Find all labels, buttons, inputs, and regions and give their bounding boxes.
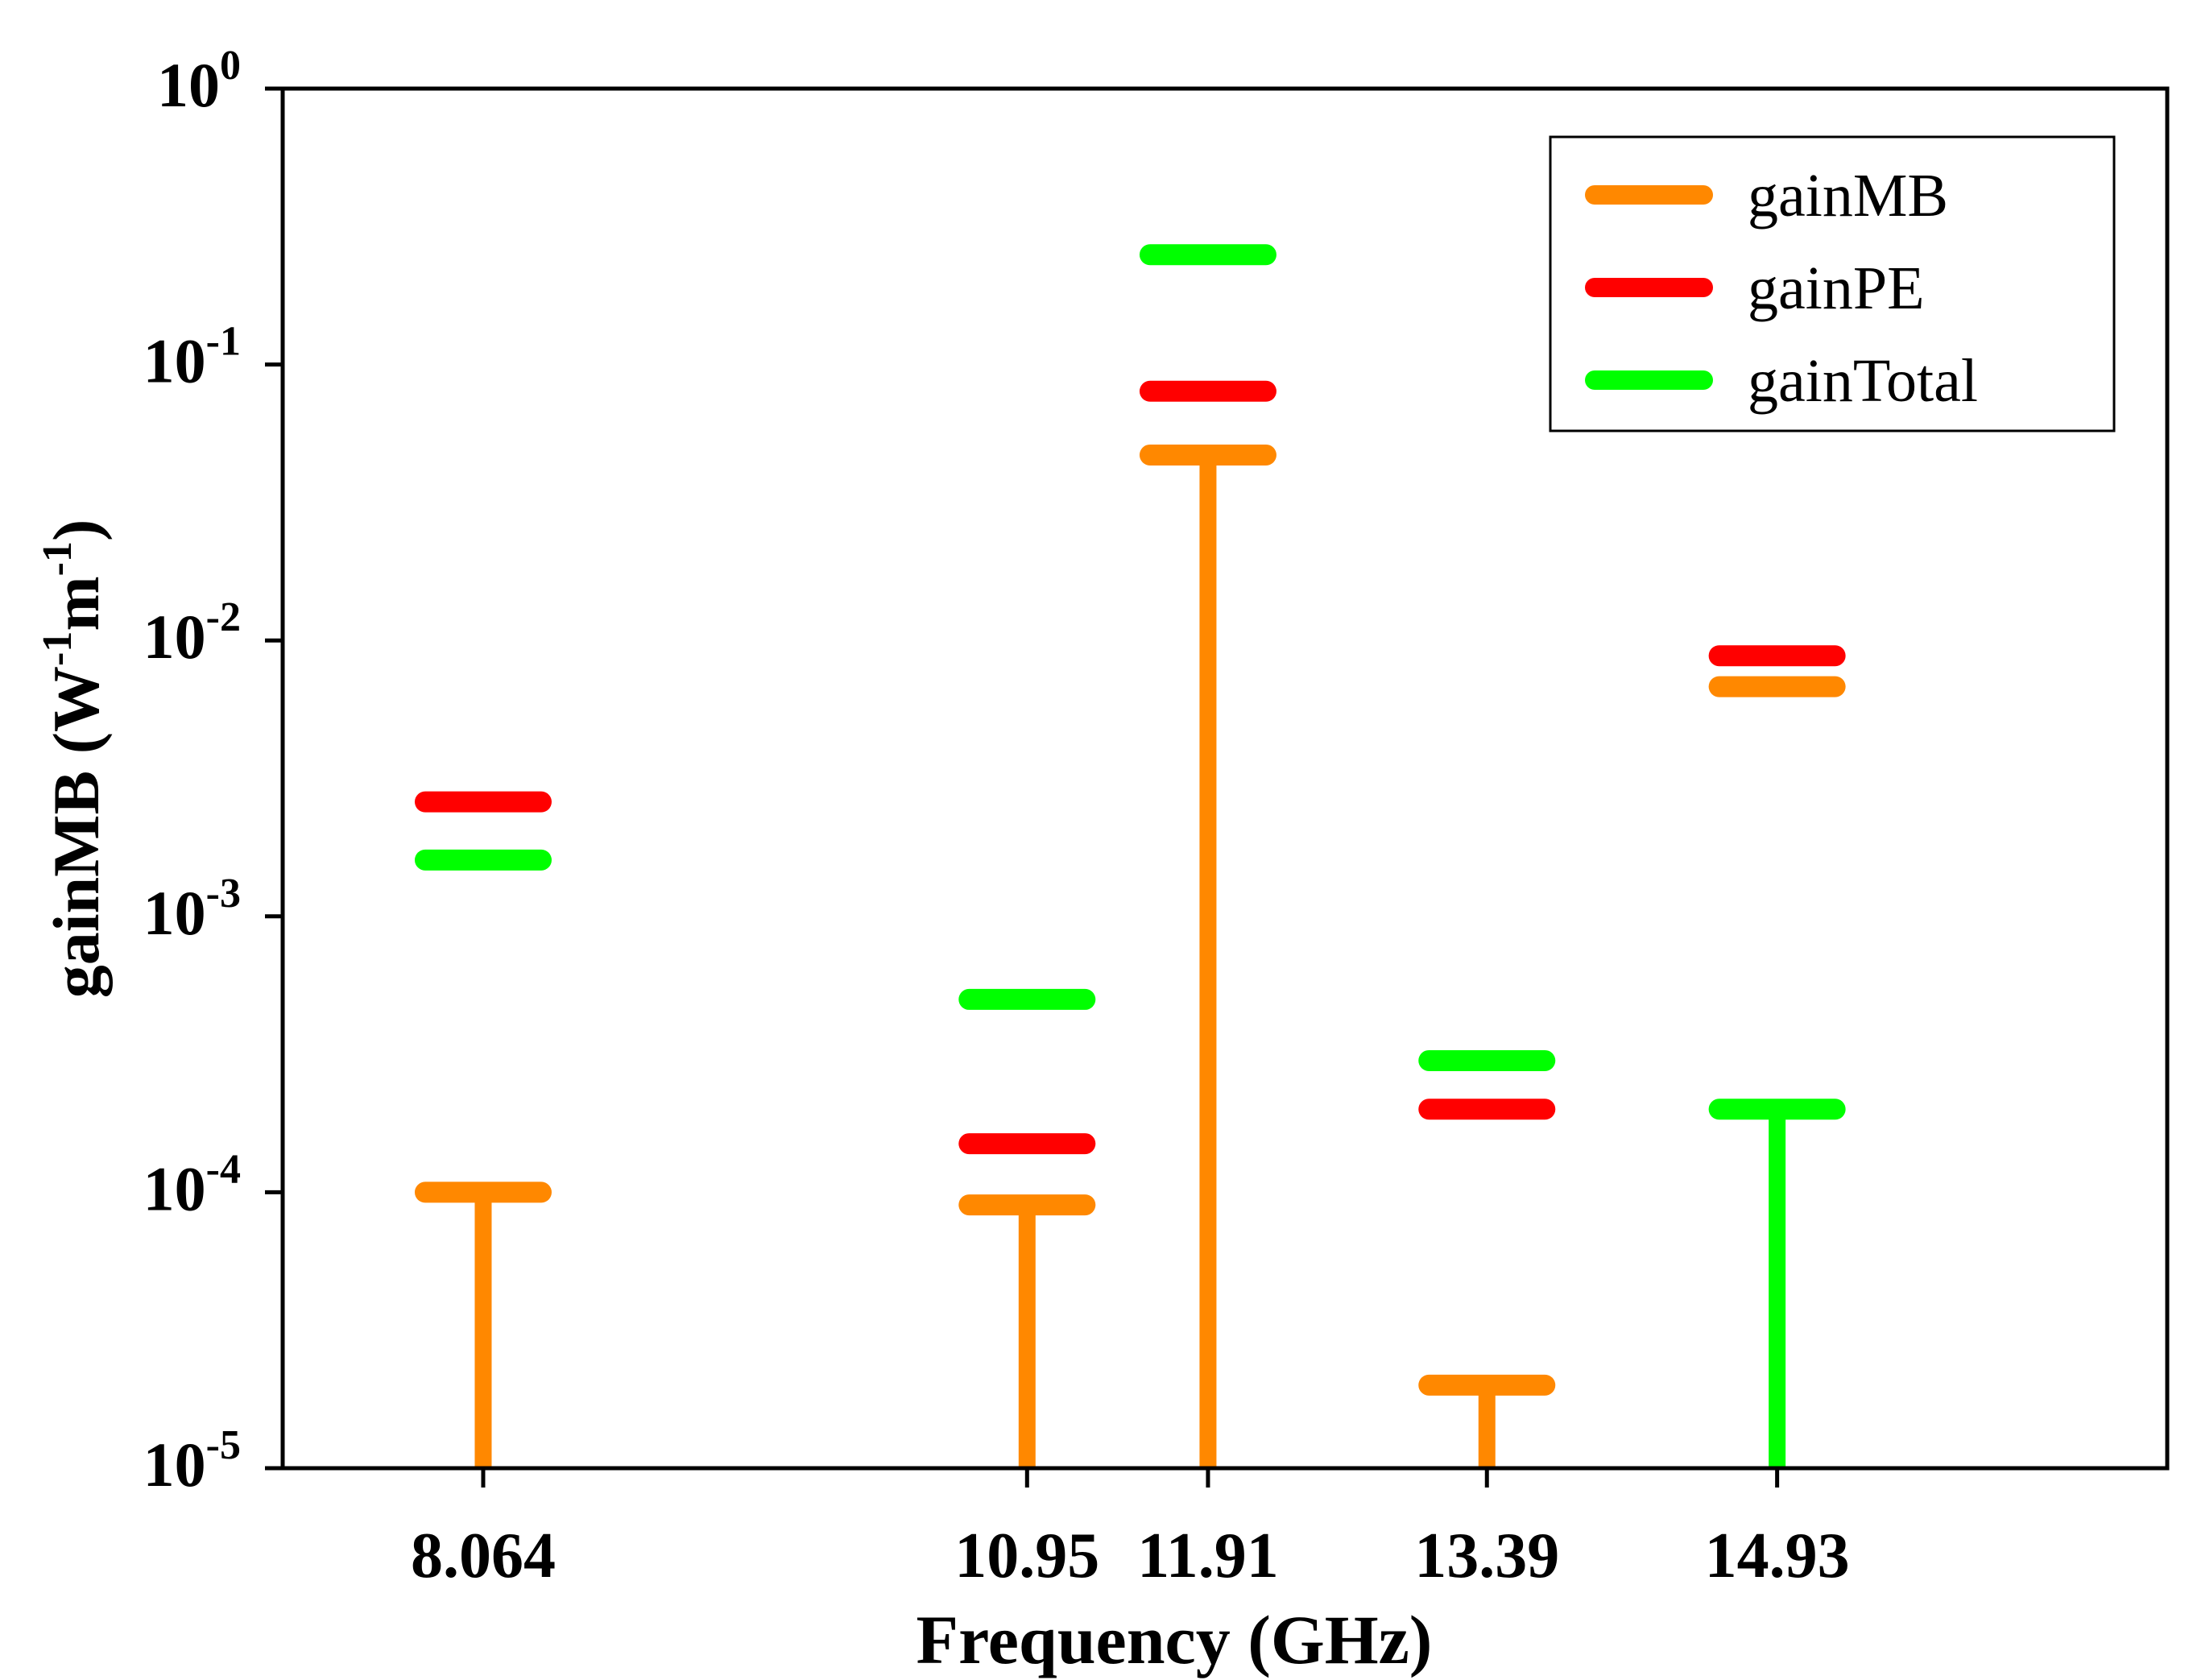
y-tick-base: 10: [157, 50, 220, 120]
y-tick-exponent: -4: [206, 1146, 241, 1192]
plot-marks: [414, 244, 1846, 1468]
x-tick-label-13-39: 13.39: [1414, 1521, 1559, 1591]
y-tick-label-0: 100: [157, 43, 241, 120]
y-tick-base: 10: [143, 326, 206, 396]
y-tick-exponent: 0: [220, 43, 241, 89]
y-axis-title-base: gainMB (W: [39, 666, 113, 998]
y-tick-label-5: 10-5: [143, 1422, 241, 1500]
x-axis: 8.064 10.95 11.91 13.39 14.93: [411, 1468, 1850, 1591]
y-tick-label-4: 10-4: [143, 1146, 241, 1223]
y-axis-title: gainMB (W-1m-1): [35, 519, 113, 999]
y-axis-title-end: ): [39, 519, 113, 541]
y-tick-label-3: 10-3: [143, 871, 241, 948]
x-tick-label-14-93: 14.93: [1705, 1521, 1850, 1591]
x-axis-title: Frequency (GHz): [917, 1601, 1433, 1678]
y-tick-exponent: -2: [206, 594, 241, 640]
y-axis-title-sup2: -1: [35, 541, 81, 576]
y-tick-label-2: 10-2: [143, 594, 241, 672]
legend-label-gainPE: gainPE: [1748, 254, 1925, 322]
y-axis-title-sup1: -1: [35, 631, 81, 666]
legend-label-gainMB: gainMB: [1748, 162, 1948, 230]
legend-label-gainTotal: gainTotal: [1748, 347, 1978, 415]
y-tick-exponent: -1: [206, 319, 241, 365]
plot-frame: [280, 86, 2170, 1471]
x-tick-label-8-064: 8.064: [411, 1521, 556, 1591]
y-tick-base: 10: [143, 878, 206, 948]
legend: gainMB gainPE gainTotal: [1549, 135, 2116, 432]
y-tick-label-1: 10-1: [143, 319, 241, 396]
y-tick-base: 10: [143, 602, 206, 672]
y-tick-base: 10: [143, 1430, 206, 1500]
y-tick-exponent: -3: [206, 871, 241, 917]
y-tick-base: 10: [143, 1153, 206, 1223]
y-tick-exponent: -5: [206, 1422, 241, 1468]
x-tick-label-10-95: 10.95: [954, 1521, 1099, 1591]
y-axis-title-mid: m: [39, 576, 113, 631]
x-tick-label-11-91: 11.91: [1137, 1521, 1279, 1591]
